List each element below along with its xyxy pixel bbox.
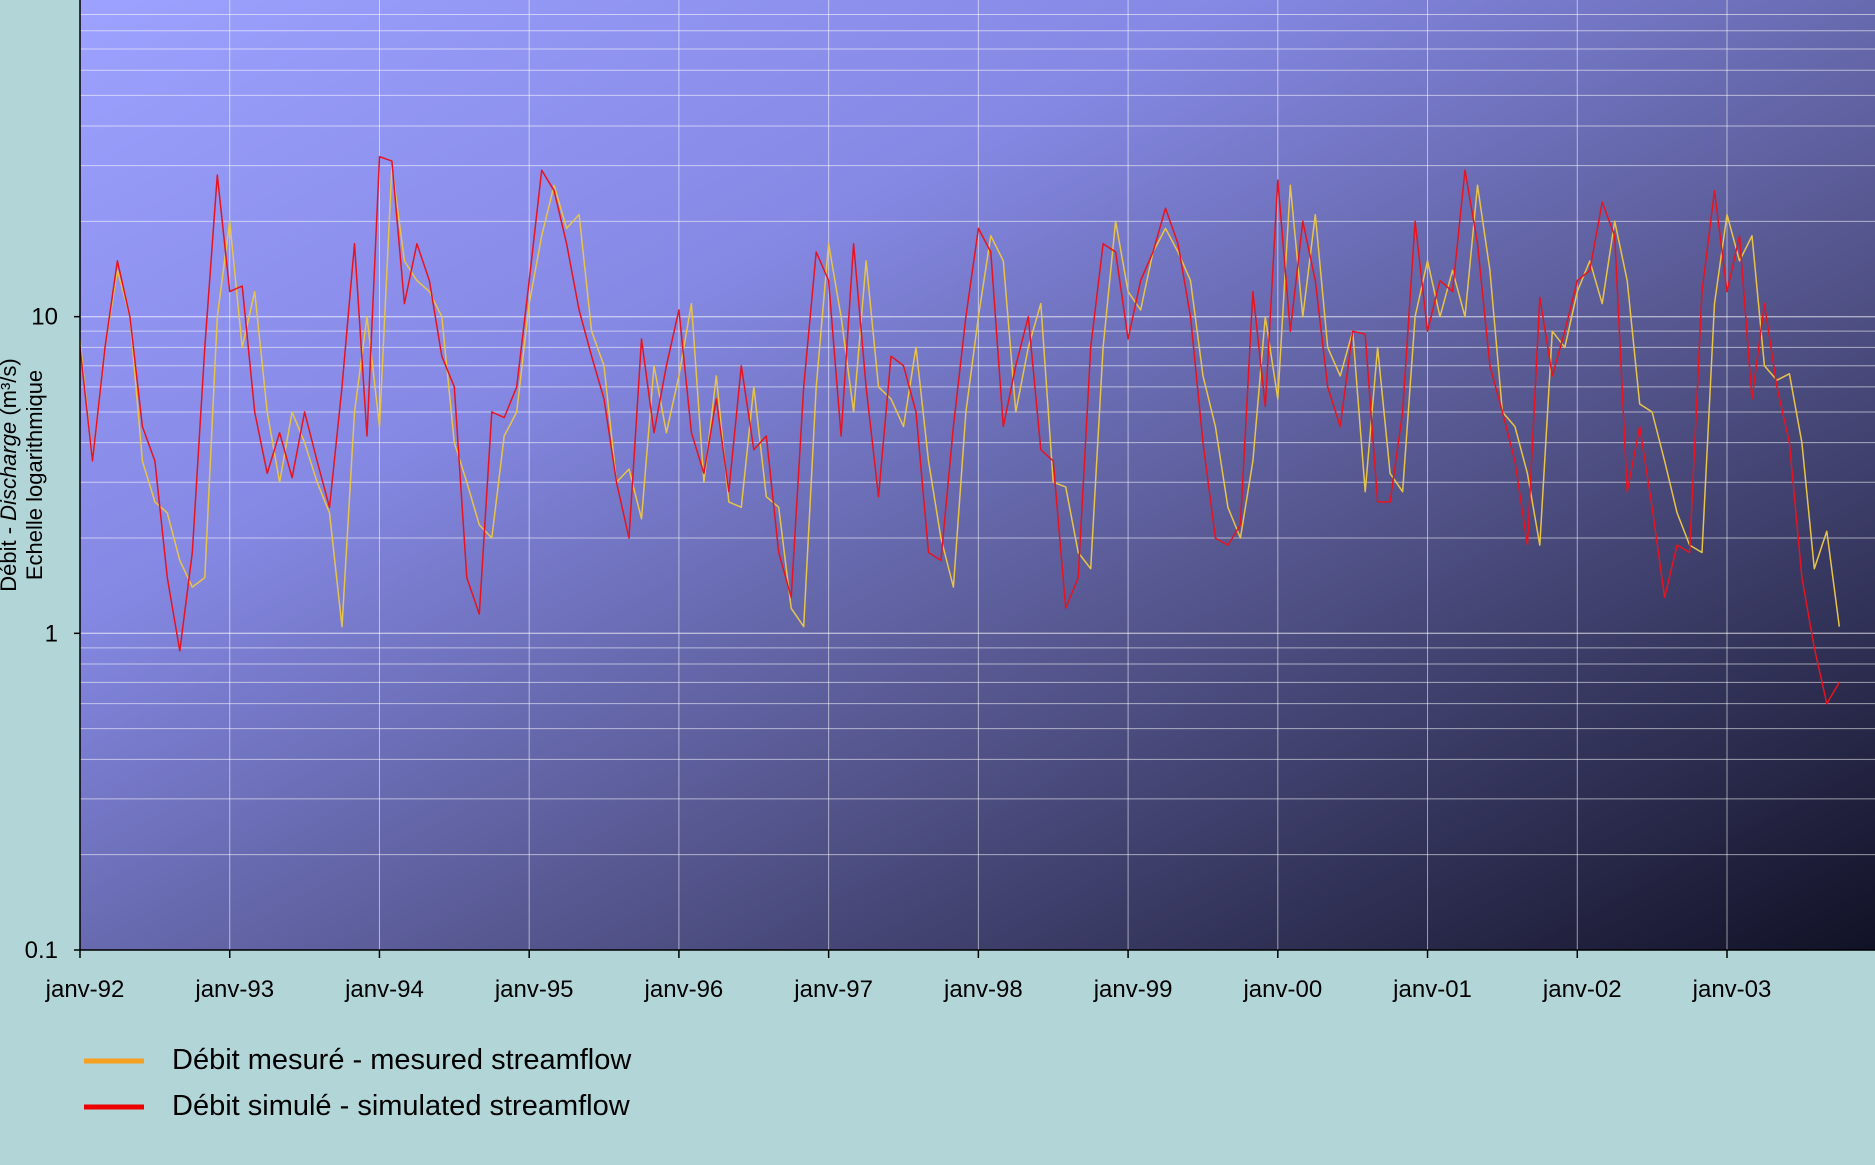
x-tick-label: janv-00	[1242, 976, 1322, 1003]
x-tick-label: janv-02	[1542, 976, 1622, 1003]
y-axis-label-part: Débit -	[0, 521, 21, 592]
x-tick-label: janv-96	[644, 976, 724, 1003]
axes: 0.1 1 10 janv-92 janv-93 janv-94 janv-95 janv-9…	[25, 0, 1875, 1003]
y-tick-label: 10	[31, 304, 58, 331]
series-line-measured	[80, 164, 1841, 628]
x-tick-label: janv-93	[194, 976, 274, 1003]
y-axis-label-part: Echelle logarithmique	[22, 370, 47, 580]
x-tick-label: janv-98	[943, 976, 1023, 1003]
y-axis-label: Débit - Discharge (m³/s)Echelle logarith…	[0, 358, 47, 592]
series-group	[80, 155, 1841, 705]
legend-label: Débit mesuré - mesured streamflow	[172, 1044, 632, 1076]
x-tick-label: janv-95	[494, 976, 574, 1003]
x-tick-label: janv-97	[793, 976, 873, 1003]
y-tick-label: 0.1	[25, 937, 58, 964]
x-tick-label: janv-03	[1692, 976, 1772, 1003]
series-line-simulated	[80, 155, 1840, 705]
x-tick-label: janv-99	[1093, 976, 1173, 1003]
y-tick-label: 1	[45, 620, 58, 647]
y-axis-label-part: Discharge	[0, 422, 21, 521]
legend-label: Débit simulé - simulated streamflow	[172, 1090, 631, 1122]
y-axis-label-part: (m³/s)	[0, 358, 21, 422]
y-axis-label-line: Echelle logarithmique	[22, 370, 47, 580]
plot-area	[80, 0, 1875, 950]
y-axis-label-line: Débit - Discharge (m³/s)	[0, 358, 21, 592]
legend: Débit mesuré - mesured streamflow Débit s…	[84, 1044, 632, 1122]
x-tick-label: janv-94	[344, 976, 424, 1003]
gridlines	[79, 0, 1875, 950]
x-tick-label: janv-92	[45, 976, 125, 1003]
x-tick-label: janv-01	[1392, 976, 1472, 1003]
